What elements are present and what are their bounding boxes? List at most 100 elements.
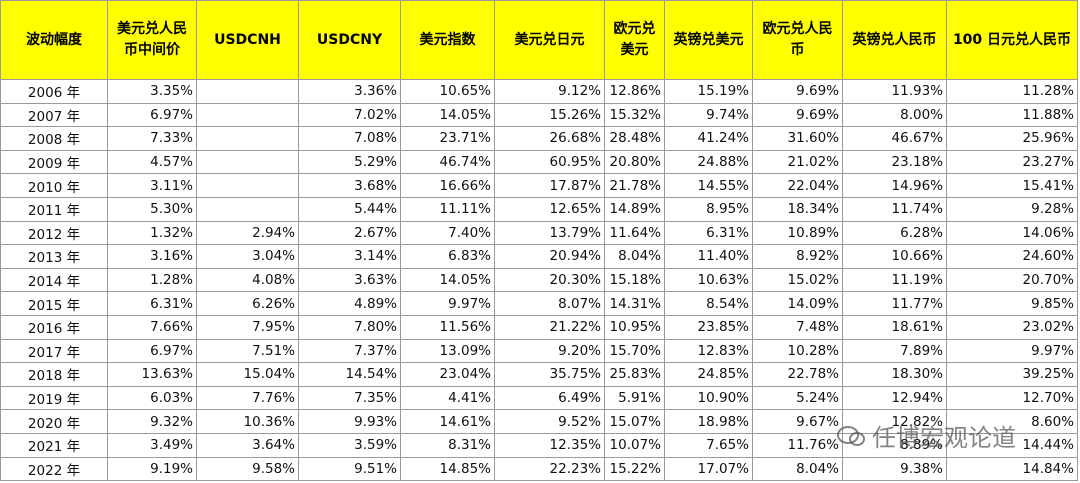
value-cell: 9.19% (107, 456, 197, 482)
value-cell: 7.40% (400, 220, 495, 246)
value-cell: 3.35% (107, 79, 197, 104)
value-cell: 20.70% (946, 267, 1078, 293)
table-row: 2021 年 3.49% 3.64% 3.59% 8.31% 12.35% 10.07% 7.… (0, 432, 1078, 458)
header-cell: 波动幅度 (0, 0, 108, 80)
value-cell: 10.36% (196, 409, 299, 434)
value-cell: 10.65% (400, 79, 495, 104)
empty-cell (196, 149, 299, 175)
year-cell: 2014 年 (0, 267, 108, 293)
value-cell: 6.03% (107, 385, 197, 411)
value-cell: 7.35% (298, 385, 401, 411)
value-cell: 8.04% (604, 244, 665, 269)
value-cell: 9.93% (298, 409, 401, 434)
value-cell: 11.28% (946, 79, 1078, 104)
value-cell: 14.55% (664, 173, 753, 198)
value-cell: 9.51% (298, 456, 401, 482)
value-cell: 18.61% (842, 314, 947, 340)
value-cell: 5.91% (604, 385, 665, 411)
value-cell: 14.85% (400, 456, 495, 482)
header-cell: 美元兑人民币中间价 (107, 0, 197, 80)
value-cell: 12.82% (842, 409, 947, 434)
value-cell: 5.44% (298, 196, 401, 222)
value-cell: 15.22% (604, 456, 665, 482)
year-cell: 2006 年 (0, 79, 108, 104)
value-cell: 15.26% (494, 102, 605, 128)
year-cell: 2008 年 (0, 126, 108, 151)
value-cell: 12.65% (494, 196, 605, 222)
value-cell: 9.38% (842, 456, 947, 482)
table-row: 2014 年 1.28% 4.08% 3.63% 14.05% 20.30% 15.18% 1… (0, 267, 1078, 293)
value-cell: 12.35% (494, 432, 605, 458)
value-cell: 12.70% (946, 385, 1078, 411)
watermark-icon (837, 425, 865, 446)
value-cell: 5.29% (298, 149, 401, 175)
value-cell: 8.92% (752, 244, 843, 269)
value-cell: 11.93% (842, 79, 947, 104)
value-cell: 15.07% (604, 409, 665, 434)
value-cell: 6.83% (400, 244, 495, 269)
value-cell: 7.37% (298, 338, 401, 364)
value-cell: 21.78% (604, 173, 665, 198)
empty-cell (196, 79, 299, 104)
watermark-text: 任博宏观论道 (872, 424, 1016, 452)
value-cell: 22.23% (494, 456, 605, 482)
value-cell: 11.19% (842, 267, 947, 293)
value-cell: 14.84% (946, 456, 1078, 482)
value-cell: 7.08% (298, 126, 401, 151)
value-cell: 15.04% (196, 362, 299, 387)
header-cell: 英镑兑人民币 (842, 0, 947, 80)
value-cell: 12.83% (664, 338, 753, 364)
value-cell: 3.14% (298, 244, 401, 269)
value-cell: 3.16% (107, 244, 197, 269)
value-cell: 7.51% (196, 338, 299, 364)
empty-cell (196, 173, 299, 198)
value-cell: 9.97% (400, 291, 495, 316)
value-cell: 31.60% (752, 126, 843, 151)
value-cell: 3.59% (298, 432, 401, 458)
value-cell: 13.63% (107, 362, 197, 387)
value-cell: 11.40% (664, 244, 753, 269)
header-cell: 100 日元兑人民币 (946, 0, 1078, 80)
value-cell: 14.09% (752, 291, 843, 316)
value-cell: 25.83% (604, 362, 665, 387)
value-cell: 60.95% (494, 149, 605, 175)
value-cell: 9.52% (494, 409, 605, 434)
value-cell: 15.32% (604, 102, 665, 128)
value-cell: 8.54% (664, 291, 753, 316)
header-cell: 欧元兑美元 (604, 0, 665, 80)
value-cell: 20.94% (494, 244, 605, 269)
value-cell: 12.94% (842, 385, 947, 411)
value-cell: 6.97% (107, 338, 197, 364)
value-cell: 11.77% (842, 291, 947, 316)
value-cell: 6.28% (842, 220, 947, 246)
value-cell: 18.30% (842, 362, 947, 387)
value-cell: 23.27% (946, 149, 1078, 175)
value-cell: 1.28% (107, 267, 197, 293)
value-cell: 11.88% (946, 102, 1078, 128)
year-cell: 2015 年 (0, 291, 108, 316)
value-cell: 15.41% (946, 173, 1078, 198)
header-cell: 欧元兑人民币 (752, 0, 843, 80)
watermark: 任博宏观论道 (836, 418, 1016, 453)
table-row: 2016 年 7.66% 7.95% 7.80% 11.56% 21.22% 10.95% 2… (0, 314, 1078, 340)
value-cell: 7.33% (107, 126, 197, 151)
value-cell: 16.66% (400, 173, 495, 198)
table-row: 2006 年 3.35% 3.36% 10.65% 9.12% 12.86% 15.19% 9… (0, 79, 1078, 104)
value-cell: 3.63% (298, 267, 401, 293)
year-cell: 2018 年 (0, 362, 108, 387)
table-row: 2012 年 1.32% 2.94% 2.67% 7.40% 13.79% 11.64% 6.… (0, 220, 1078, 246)
value-cell: 10.28% (752, 338, 843, 364)
table-row: 2017 年 6.97% 7.51% 7.37% 13.09% 9.20% 15.70% 12… (0, 338, 1078, 364)
value-cell: 46.67% (842, 126, 947, 151)
value-cell: 17.07% (664, 456, 753, 482)
value-cell: 4.41% (400, 385, 495, 411)
value-cell: 14.96% (842, 173, 947, 198)
value-cell: 9.67% (752, 409, 843, 434)
value-cell: 14.05% (400, 267, 495, 293)
value-cell: 23.71% (400, 126, 495, 151)
value-cell: 7.76% (196, 385, 299, 411)
table-body: 2006 年 3.35% 3.36% 10.65% 9.12% 12.86% 15.19% 9… (0, 79, 1078, 482)
table-row: 2019 年 6.03% 7.76% 7.35% 4.41% 6.49% 5.91% 10.9… (0, 385, 1078, 411)
value-cell: 9.28% (946, 196, 1078, 222)
